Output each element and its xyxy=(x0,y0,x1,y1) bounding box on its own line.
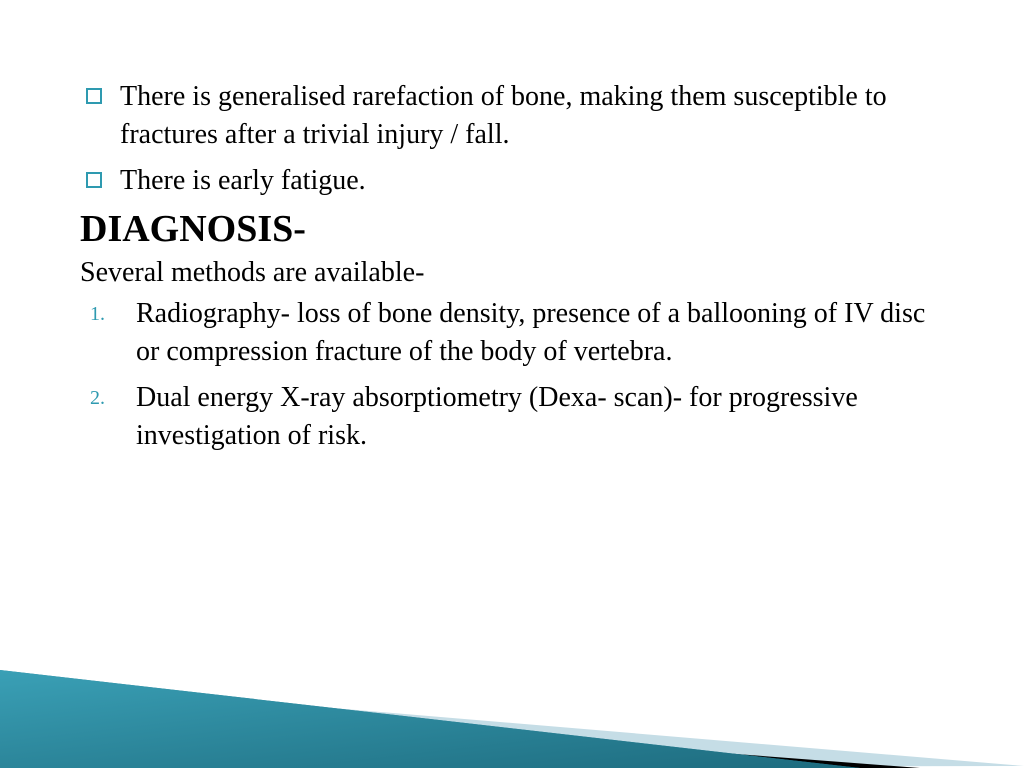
list-item: There is generalised rarefaction of bone… xyxy=(80,78,944,154)
symptom-list: There is generalised rarefaction of bone… xyxy=(80,78,944,199)
list-item: There is early fatigue. xyxy=(80,162,944,200)
list-item: Dual energy X-ray absorptiometry (Dexa- … xyxy=(80,379,944,455)
diagnosis-list: Radiography- loss of bone density, prese… xyxy=(80,295,944,454)
slide-decoration xyxy=(0,628,1024,768)
slide-content: There is generalised rarefaction of bone… xyxy=(0,0,1024,455)
section-subtext: Several methods are available- xyxy=(80,257,944,289)
section-heading: DIAGNOSIS- xyxy=(80,207,944,251)
list-item: Radiography- loss of bone density, prese… xyxy=(80,295,944,371)
